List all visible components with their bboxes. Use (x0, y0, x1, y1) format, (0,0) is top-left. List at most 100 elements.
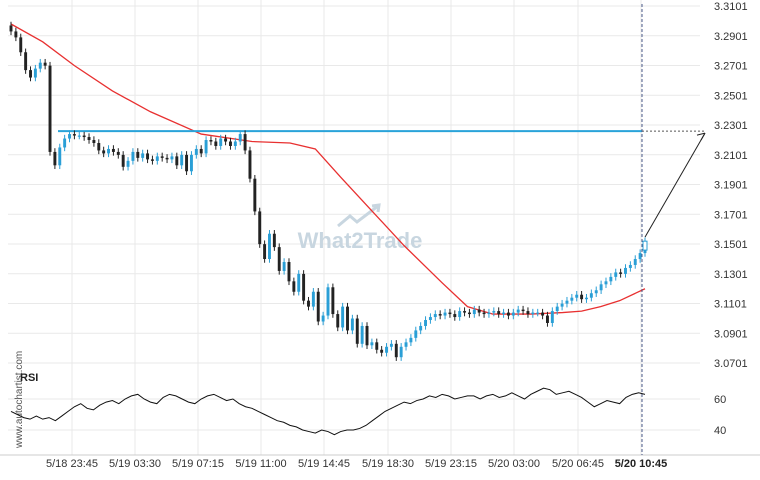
candle-body (624, 267, 627, 274)
candle (185, 151, 189, 175)
candle-body (29, 70, 32, 78)
candle (638, 249, 642, 263)
x-tick-label: 5/19 18:30 (362, 458, 414, 470)
candle-body (180, 154, 184, 166)
candle (487, 308, 491, 318)
candle-body (609, 276, 613, 282)
candle (248, 146, 252, 183)
candle (243, 130, 247, 155)
candle-body (268, 233, 271, 260)
candle (336, 310, 340, 332)
candle-body (404, 342, 408, 347)
watermark: What2Trade www.autochartist.com (14, 203, 422, 449)
candle-body (311, 291, 315, 307)
candle (199, 145, 203, 158)
x-tick-label: 5/20 06:45 (552, 458, 604, 470)
candle-body (604, 281, 608, 285)
candle-body (521, 309, 525, 312)
candle-body (87, 137, 91, 141)
candle (570, 293, 574, 305)
candle-body (633, 259, 637, 265)
candle (428, 313, 432, 324)
moving-average-line (10, 23, 646, 315)
candle-body (575, 294, 579, 298)
candle (555, 302, 559, 315)
candle-body (477, 309, 481, 313)
candle-body (565, 300, 569, 304)
candle-body (375, 342, 379, 350)
candle-body (316, 291, 320, 322)
candle (628, 261, 632, 272)
candle (253, 174, 257, 216)
candle (545, 311, 549, 327)
candle (209, 136, 213, 146)
candle (565, 296, 569, 308)
candle-body (399, 346, 403, 358)
candle-body (24, 52, 28, 71)
candle-body (467, 312, 471, 315)
watermark-side-text: www.autochartist.com (14, 351, 25, 449)
candle-body (82, 135, 86, 138)
projection (641, 4, 706, 455)
moving-average (10, 23, 646, 315)
candle-body (53, 151, 57, 166)
candle-body (458, 311, 462, 318)
candle (155, 152, 159, 165)
candle-body (341, 306, 345, 328)
candle-body (389, 343, 393, 347)
candle-body (585, 297, 588, 300)
candle-body (165, 157, 169, 160)
candle (604, 277, 608, 289)
candle (414, 326, 418, 342)
candle-body (136, 151, 140, 158)
candle-body (224, 138, 228, 142)
candle-body (550, 311, 554, 323)
candle (594, 286, 598, 297)
candle-body (472, 309, 476, 315)
candle (238, 130, 242, 146)
candle (102, 146, 106, 158)
candle (146, 149, 150, 164)
candle-body (228, 141, 232, 146)
candle (82, 131, 86, 141)
candle-body (194, 148, 198, 155)
candle-body (272, 233, 276, 248)
candle (87, 133, 91, 144)
candle-body (204, 140, 208, 154)
candle (541, 308, 545, 320)
candle (150, 155, 154, 165)
x-tick-label: 5/19 23:15 (425, 458, 477, 470)
candle-body (365, 325, 369, 346)
candle-body (438, 314, 442, 316)
candle-body (92, 140, 96, 143)
y-tick-label: 3.0701 (714, 358, 748, 370)
candle-body (541, 312, 545, 316)
candle (92, 136, 96, 147)
candle-body (380, 349, 384, 353)
candle-body (107, 148, 111, 154)
candle (136, 148, 140, 162)
candle (29, 66, 32, 82)
rsi-tick-label: 40 (714, 425, 726, 437)
candle (58, 143, 62, 170)
candle-body (594, 290, 598, 294)
candle-body (346, 306, 349, 331)
candle-body (43, 62, 47, 66)
candle (614, 268, 618, 281)
y-tick-label: 3.1901 (714, 180, 748, 192)
candle (375, 338, 379, 354)
candle-body (516, 309, 520, 313)
candle (263, 240, 267, 263)
candle (63, 134, 67, 152)
x-axis: 5/18 23:45 5/19 03:30 5/19 07:15 5/19 11:00… (46, 458, 667, 470)
candle-body (116, 151, 120, 155)
rsi-panel: RSI (10, 372, 646, 436)
y-tick-label: 3.2101 (714, 150, 748, 162)
candle-body (258, 211, 262, 245)
candle-body (121, 154, 125, 167)
candle-body (414, 330, 418, 338)
candle (107, 145, 111, 158)
candle (409, 334, 413, 347)
x-tick-label: 5/19 14:45 (298, 458, 350, 470)
